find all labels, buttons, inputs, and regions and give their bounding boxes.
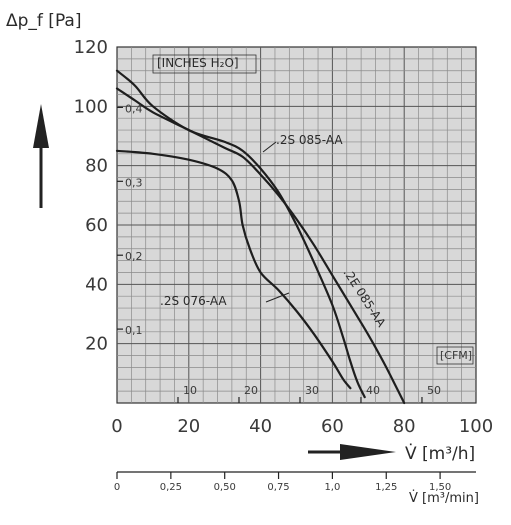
m3-per-min-tick-label: 1,25 <box>375 482 397 493</box>
y-axis-title: Δp_f [Pa] <box>6 11 81 31</box>
x-tick-label: 80 <box>393 416 416 437</box>
y-tick-label: 120 <box>74 37 108 58</box>
y-axis-up-arrow-icon <box>33 104 49 148</box>
inches-h2o-label: [INCHES H₂O] <box>157 56 239 70</box>
inches-h2o-label-box <box>152 54 257 74</box>
series-label-2s-085-aa: .2S 085-AA <box>276 133 343 147</box>
x-tick-label: 40 <box>249 416 272 437</box>
cfm-label-box <box>436 346 474 365</box>
x2-axis-title: V̇ [m³/min] <box>409 491 479 506</box>
grid-lines <box>117 47 476 403</box>
cfm-tick-label: 30 <box>305 384 319 397</box>
cfm-tick-label: 40 <box>366 384 380 397</box>
series-curves <box>115 69 406 405</box>
x-axis-title: V̇ [m³/h] <box>405 443 475 464</box>
x-axis-right-arrow-icon <box>340 444 396 460</box>
x-tick-label: 20 <box>177 416 200 437</box>
series-label-2s-076-aa: .2S 076-AA <box>160 294 227 308</box>
x-tick-labels: 0 20 40 60 80 100 <box>111 416 493 437</box>
curve-2s-085-aa <box>115 69 366 399</box>
y-tick-label: 60 <box>85 215 108 236</box>
inches-h2o-tick-label: 0,3 <box>125 176 143 189</box>
y-tick-label: 80 <box>85 156 108 177</box>
series-label-2s-076-aa-leader <box>265 292 290 303</box>
cfm-tick-label: 20 <box>244 384 258 397</box>
y-tick-label: 40 <box>85 274 108 295</box>
m3-per-min-tick-label: 0,50 <box>214 482 236 493</box>
curve-2s-076-aa <box>115 149 352 390</box>
curve-2e-085-aa <box>115 87 406 405</box>
m3-per-min-tick-label: 0,25 <box>160 482 182 493</box>
series-label-2s-085-aa-leader <box>262 141 277 153</box>
inches-h2o-tick-labels: 0,1 0,2 0,3 0,4 <box>125 102 143 337</box>
inches-h2o-tick-label: 0,1 <box>125 324 143 337</box>
y-tick-label: 100 <box>74 96 108 117</box>
y-tick-labels: 20 40 60 80 100 120 <box>74 37 108 355</box>
m3-per-min-axis: 0 0,25 0,50 0,75 1,0 1,25 1,50 <box>114 471 476 493</box>
secondary-scale-ticks <box>117 106 423 403</box>
cfm-label: [CFM] <box>440 349 472 362</box>
x-tick-label: 60 <box>321 416 344 437</box>
cfm-tick-label: 10 <box>183 384 197 397</box>
inches-h2o-tick-label: 0,4 <box>125 102 143 115</box>
m3-per-min-tick-label: 0 <box>114 482 120 493</box>
inches-h2o-tick-label: 0,2 <box>125 250 143 263</box>
cfm-tick-label: 50 <box>427 384 441 397</box>
m3-per-min-tick-label: 1,0 <box>324 482 340 493</box>
x-tick-label: 100 <box>459 416 493 437</box>
cfm-tick-labels: 10 20 30 40 50 <box>183 384 441 397</box>
y-tick-label: 20 <box>85 334 108 355</box>
m3-per-min-tick-label: 0,75 <box>267 482 289 493</box>
x-tick-label: 0 <box>111 416 122 437</box>
m3-per-min-tick-label: 1,50 <box>429 482 451 493</box>
